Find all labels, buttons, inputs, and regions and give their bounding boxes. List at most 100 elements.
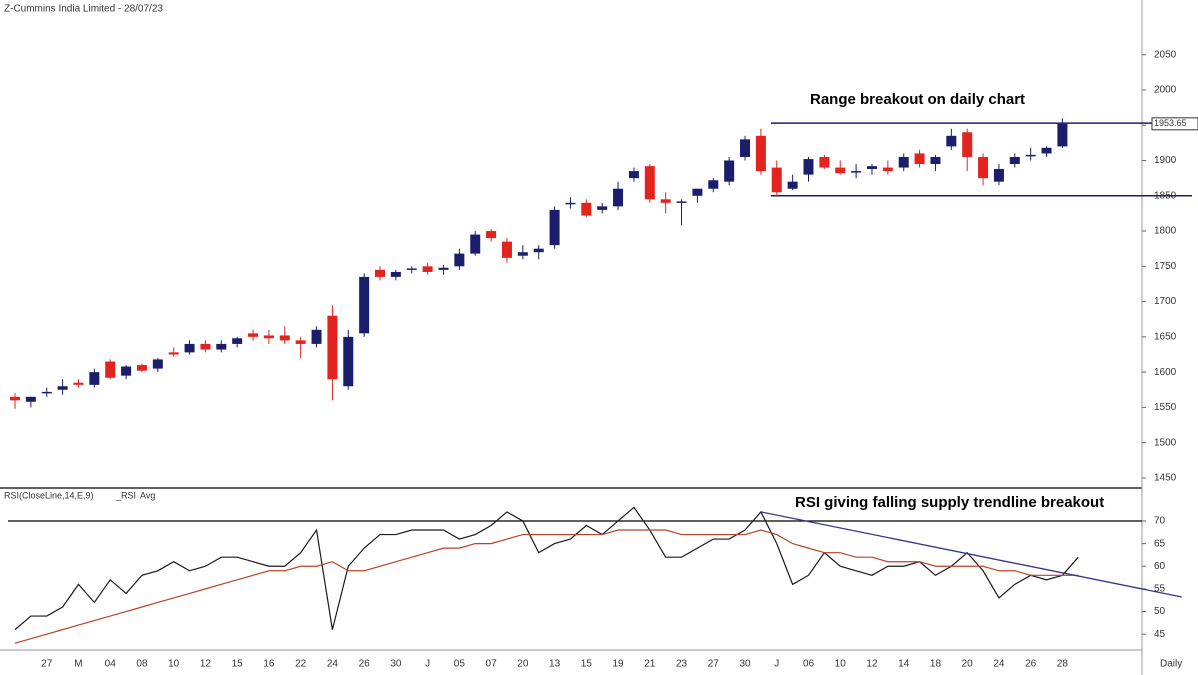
candle-body (501, 241, 512, 258)
candle-body (644, 166, 655, 200)
candle-body (819, 156, 830, 168)
x-tick-label: 24 (327, 659, 339, 670)
legend-title: RSI(CloseLine,14,E,9) (4, 490, 94, 500)
candle-body (295, 340, 306, 344)
x-tick-label: 19 (612, 659, 624, 670)
candle-body (755, 135, 766, 172)
candle-body (216, 343, 227, 350)
candle-body (771, 167, 782, 193)
y-tick-label: 2000 (1154, 85, 1177, 96)
candle-body (692, 188, 703, 196)
candle-body (406, 268, 417, 270)
candle-body (41, 391, 52, 394)
x-tick-label: 05 (454, 659, 466, 670)
candle-body (597, 206, 608, 210)
x-tick-label: J (425, 659, 430, 670)
candle-body (279, 335, 290, 341)
x-tick-label: 10 (835, 659, 847, 670)
rsi-line (14, 529, 1079, 644)
candle-body (866, 166, 877, 169)
x-tick-label: 24 (993, 659, 1005, 670)
candle-body (851, 171, 862, 173)
candle-body (946, 135, 957, 147)
price-box (1151, 117, 1198, 131)
x-tick-label: 21 (644, 659, 656, 670)
candle-body (1025, 154, 1036, 157)
x-tick-label: 18 (930, 659, 942, 670)
candle-body (232, 338, 243, 344)
rsi-line (14, 506, 1079, 631)
candle-body (724, 160, 735, 182)
candle-body (787, 181, 798, 189)
y-tick-label: 55 (1154, 584, 1166, 595)
candle-body (73, 382, 84, 385)
x-axis-label: Daily (1160, 659, 1182, 670)
candle-body (390, 271, 401, 277)
candle-body (914, 153, 925, 165)
x-tick-label: 12 (866, 659, 878, 670)
candle-body (25, 396, 36, 402)
candle-body (168, 352, 179, 355)
candle-body (533, 248, 544, 253)
x-tick-label: 12 (200, 659, 212, 670)
candle-body (930, 156, 941, 165)
candle-body (105, 361, 116, 378)
candle-body (454, 253, 465, 267)
y-tick-label: 1550 (1154, 402, 1177, 413)
candle-body (962, 132, 973, 157)
y-tick-label: 1500 (1154, 437, 1177, 448)
candle-body (740, 139, 751, 157)
candle-body (248, 333, 259, 337)
x-tick-label: 20 (962, 659, 974, 670)
legend-entry: _RSI (115, 490, 136, 500)
x-tick-label: J (774, 659, 779, 670)
x-tick-label: 04 (105, 659, 117, 670)
y-tick-label: 65 (1154, 538, 1166, 549)
candle-body (89, 372, 100, 385)
candle-body (311, 329, 322, 344)
candle-body (1009, 156, 1020, 165)
y-tick-label: 1700 (1154, 296, 1177, 307)
trendline (760, 511, 1182, 598)
x-tick-label: 27 (708, 659, 720, 670)
candle-body (470, 234, 481, 254)
y-tick-label: 1600 (1154, 367, 1177, 378)
candle-body (993, 168, 1004, 182)
y-tick-label: 1750 (1154, 261, 1177, 272)
x-tick-label: 22 (295, 659, 307, 670)
x-tick-label: 07 (486, 659, 498, 670)
y-tick-label: 60 (1154, 561, 1166, 572)
candle-body (57, 386, 68, 390)
x-tick-label: 15 (232, 659, 244, 670)
x-tick-label: 15 (581, 659, 593, 670)
candle-body (121, 366, 132, 376)
y-tick-label: 45 (1154, 629, 1166, 640)
candle-body (1057, 123, 1068, 147)
x-tick-label: 30 (739, 659, 751, 670)
candle-body (803, 159, 814, 175)
y-tick-label: 1650 (1154, 332, 1177, 343)
candle-body (136, 365, 147, 371)
x-tick-label: 26 (1025, 659, 1037, 670)
y-tick-label: 70 (1154, 516, 1166, 527)
annotation: Range breakout on daily chart (810, 91, 1025, 108)
x-tick-label: 26 (359, 659, 371, 670)
candle-body (882, 167, 893, 172)
chart-title: Z-Cummins India Limited - 28/07/23 (4, 4, 163, 15)
x-tick-label: 23 (676, 659, 688, 670)
x-tick-label: 28 (1057, 659, 1069, 670)
candle-body (184, 343, 195, 353)
y-tick-label: 50 (1154, 606, 1166, 617)
candle-body (10, 396, 20, 401)
annotation: RSI giving falling supply trendline brea… (795, 494, 1104, 511)
candle-body (835, 167, 846, 174)
candle-body (375, 269, 386, 277)
x-tick-label: 13 (549, 659, 561, 670)
candle-body (708, 180, 719, 189)
legend-entry: Avg (140, 490, 155, 500)
x-tick-label: 10 (168, 659, 180, 670)
y-tick-label: 1450 (1154, 473, 1177, 484)
candle-body (628, 171, 639, 179)
